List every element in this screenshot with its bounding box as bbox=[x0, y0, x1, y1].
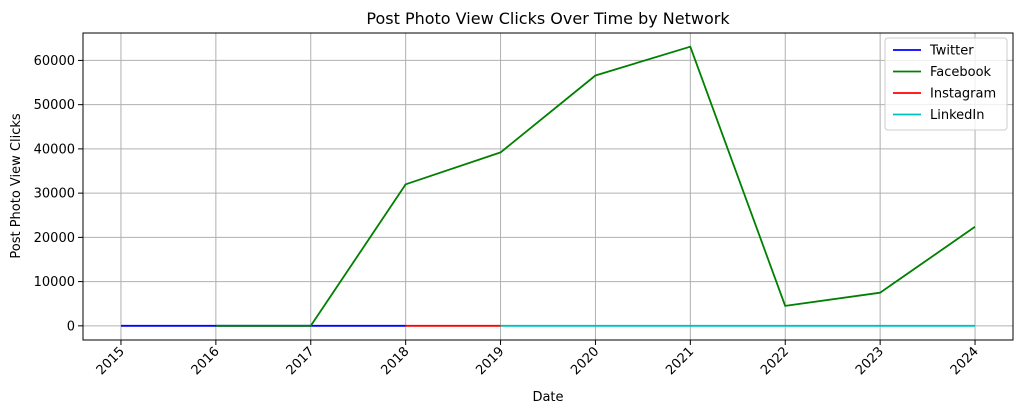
series-lines bbox=[121, 45, 976, 327]
legend-label: Twitter bbox=[929, 44, 974, 59]
series-line-facebook bbox=[215, 45, 976, 327]
y-axis-title: Post Photo View Clicks bbox=[9, 113, 24, 259]
y-tick-label: 10000 bbox=[34, 275, 75, 290]
legend-label: Instagram bbox=[930, 87, 996, 102]
legend: Twitter Facebook Instagram LinkedIn bbox=[884, 37, 1008, 131]
legend-box bbox=[884, 37, 1008, 131]
y-tick-label: 30000 bbox=[34, 187, 75, 202]
y-tick-label: 40000 bbox=[34, 142, 75, 157]
y-tick-label: 60000 bbox=[34, 54, 75, 69]
chart-title: Post Photo View Clicks Over Time by Netw… bbox=[366, 9, 730, 28]
y-axis-ticks: 0 10000 20000 30000 40000 50000 60000 bbox=[34, 54, 83, 334]
legend-label: LinkedIn bbox=[930, 108, 984, 123]
y-tick-label: 20000 bbox=[34, 231, 75, 246]
y-tick-label: 0 bbox=[67, 319, 75, 334]
legend-label: Facebook bbox=[930, 65, 992, 80]
x-axis-title: Date bbox=[532, 390, 563, 405]
plot-area-frame bbox=[82, 32, 1014, 341]
y-tick-label: 50000 bbox=[34, 98, 75, 113]
